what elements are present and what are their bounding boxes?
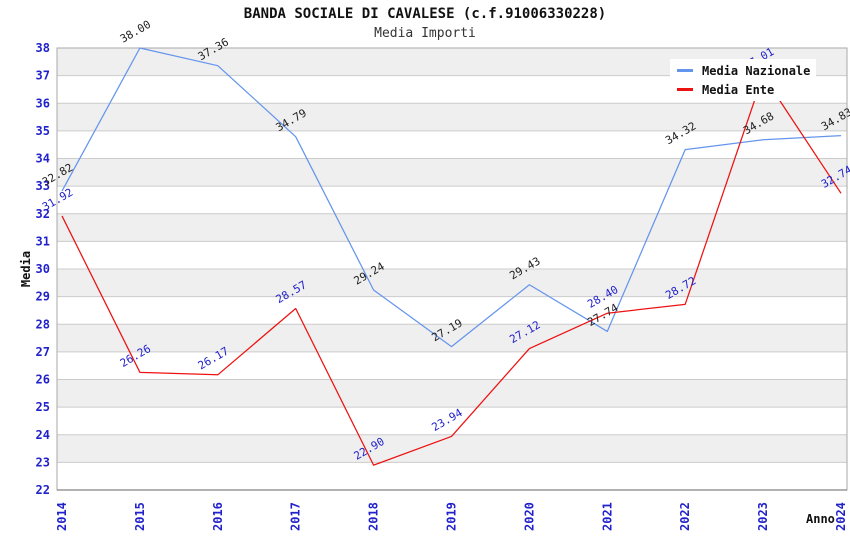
y-tick-label: 26 xyxy=(36,373,50,387)
y-tick-label: 38 xyxy=(36,41,50,55)
x-tick-label: 2024 xyxy=(834,502,848,531)
plot-band xyxy=(57,379,847,408)
series-line-media-ente xyxy=(61,74,842,466)
x-tick-label: 2017 xyxy=(289,502,303,531)
y-tick-label: 34 xyxy=(36,152,50,166)
x-tick-label: 2021 xyxy=(600,502,614,531)
x-tick-label: 2016 xyxy=(211,502,225,531)
x-tick-label: 2018 xyxy=(367,502,381,531)
x-tick-label: 2023 xyxy=(756,502,770,531)
plot-band xyxy=(57,241,847,269)
x-tick-label: 2020 xyxy=(522,502,536,531)
y-tick-label: 35 xyxy=(36,124,50,138)
legend-label: Media Ente xyxy=(702,82,775,97)
x-tick-label: 2014 xyxy=(55,502,69,531)
plot-band xyxy=(57,462,847,490)
plot-band xyxy=(57,269,847,297)
x-axis-title: Anno xyxy=(806,512,835,526)
legend: Media Nazionale Media Ente xyxy=(670,59,816,101)
plot-band xyxy=(57,130,847,159)
y-tick-label: 37 xyxy=(36,69,50,83)
plot-band xyxy=(57,186,847,214)
series-line-media-nazionale xyxy=(61,47,842,348)
y-tick-label: 25 xyxy=(36,400,50,414)
y-tick-label: 30 xyxy=(36,262,50,276)
x-tick-label: 2022 xyxy=(678,502,692,531)
plot-band xyxy=(57,213,847,242)
plot-band xyxy=(57,324,847,352)
y-tick-label: 33 xyxy=(36,179,50,193)
plot-band xyxy=(57,296,847,325)
plot-band xyxy=(57,158,847,187)
y-tick-label: 22 xyxy=(36,483,50,497)
y-tick-label: 29 xyxy=(36,290,50,304)
y-tick-label: 31 xyxy=(36,234,50,248)
plot-band xyxy=(57,407,847,435)
plot-band xyxy=(57,103,847,131)
plot-band xyxy=(57,351,847,380)
y-tick-label: 27 xyxy=(36,345,50,359)
y-tick-label: 36 xyxy=(36,96,50,110)
y-tick-label: 32 xyxy=(36,207,50,221)
legend-item-media-nazionale: Media Nazionale xyxy=(670,61,816,80)
y-axis-title: Media xyxy=(19,250,33,288)
y-tick-label: 24 xyxy=(36,428,50,442)
y-tick-label: 28 xyxy=(36,317,50,331)
data-point-label: 38.00 xyxy=(118,18,153,46)
plot-band xyxy=(57,434,847,463)
legend-line-swatch-nazionale xyxy=(677,69,693,72)
y-tick-label: 23 xyxy=(36,455,50,469)
chart-title: BANDA SOCIALE DI CAVALESE (c.f.910063302… xyxy=(243,6,607,22)
chart-subtitle: Media Importi xyxy=(374,26,476,41)
legend-line-swatch-ente xyxy=(677,88,693,91)
legend-label: Media Nazionale xyxy=(702,63,811,78)
x-tick-label: 2019 xyxy=(445,502,459,531)
x-tick-label: 2015 xyxy=(133,502,147,531)
legend-item-media-ente: Media Ente xyxy=(670,80,816,99)
